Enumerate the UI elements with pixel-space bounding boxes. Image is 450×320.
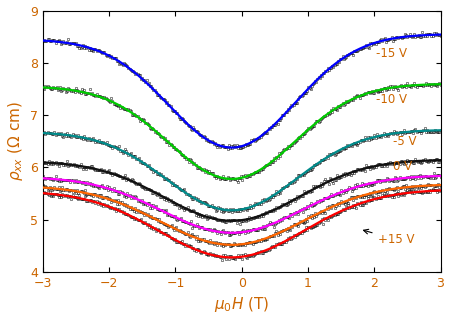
Text: 0 V: 0 V	[393, 160, 412, 173]
Text: -10 V: -10 V	[376, 93, 407, 106]
Text: +15 V: +15 V	[364, 229, 414, 246]
Text: -5 V: -5 V	[393, 135, 416, 148]
Y-axis label: $\rho_{xx}$ ($\Omega$ cm): $\rho_{xx}$ ($\Omega$ cm)	[5, 101, 25, 181]
Text: -15 V: -15 V	[376, 47, 407, 60]
X-axis label: $\mu_0H$ (T): $\mu_0H$ (T)	[214, 295, 270, 315]
